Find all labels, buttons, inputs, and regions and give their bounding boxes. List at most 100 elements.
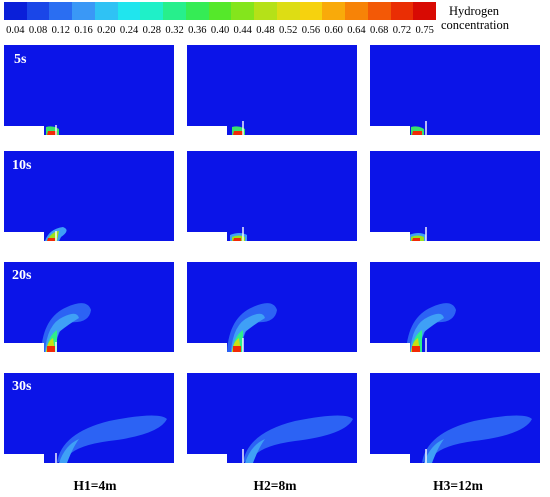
contour-plot bbox=[4, 45, 174, 135]
legend-swatch bbox=[140, 2, 164, 20]
simulation-panel bbox=[370, 151, 540, 241]
legend-swatch bbox=[26, 2, 50, 20]
ground-step bbox=[4, 454, 44, 463]
contour-plot bbox=[4, 373, 174, 463]
concentration-plume bbox=[47, 238, 55, 241]
concentration-plume bbox=[47, 346, 55, 352]
ground-step bbox=[370, 454, 410, 463]
simulation-panel bbox=[370, 45, 540, 135]
legend-title-line2: concentration bbox=[441, 18, 510, 32]
concentration-plume bbox=[412, 238, 420, 241]
legend-tick-label: 0.36 bbox=[188, 25, 207, 36]
ground-step bbox=[187, 343, 227, 352]
simulation-panel bbox=[4, 373, 174, 463]
simulation-panel bbox=[370, 262, 540, 352]
legend-swatch bbox=[367, 2, 392, 20]
legend-tick-label: 0.20 bbox=[97, 25, 116, 36]
legend-tick-label: 0.12 bbox=[51, 25, 71, 36]
legend-tick-label: 0.24 bbox=[119, 25, 139, 36]
legend-tick-label: 0.08 bbox=[28, 25, 48, 36]
legend-tick-label: 0.16 bbox=[74, 25, 93, 36]
contour-plot bbox=[187, 373, 357, 463]
domain-background bbox=[370, 151, 540, 241]
concentration-plume bbox=[233, 346, 241, 352]
contour-plot bbox=[370, 373, 540, 463]
domain-background bbox=[4, 151, 174, 241]
domain-background bbox=[4, 45, 174, 135]
ground-step bbox=[370, 343, 410, 352]
legend-swatch bbox=[163, 2, 187, 20]
domain-background bbox=[187, 151, 357, 241]
concentration-plume bbox=[245, 439, 265, 463]
concentration-plume bbox=[243, 415, 353, 463]
legend-tick-label: 0.72 bbox=[392, 25, 412, 36]
contour-plot bbox=[4, 151, 174, 241]
ground-step bbox=[4, 126, 44, 135]
time-label: 20s bbox=[12, 268, 32, 283]
domain-background bbox=[370, 45, 540, 135]
contour-plot bbox=[370, 151, 540, 241]
ground-step bbox=[187, 126, 227, 135]
concentration-plume bbox=[424, 439, 444, 463]
concentration-plume bbox=[57, 415, 167, 463]
simulation-panel bbox=[187, 373, 357, 463]
simulation-panel bbox=[187, 45, 357, 135]
contour-plot bbox=[187, 151, 357, 241]
contour-plot bbox=[187, 45, 357, 135]
legend-tick-label: 0.44 bbox=[233, 25, 252, 36]
legend-swatch bbox=[345, 2, 369, 20]
legend-tick-label: 0.60 bbox=[324, 25, 343, 36]
simulation-panel bbox=[187, 151, 357, 241]
legend-swatch bbox=[185, 2, 210, 20]
legend-tick-label: 0.32 bbox=[165, 25, 184, 36]
contour-plot bbox=[187, 262, 357, 352]
concentration-plume bbox=[422, 415, 532, 463]
legend-swatch bbox=[413, 2, 437, 20]
simulation-panel bbox=[370, 373, 540, 463]
simulation-panel bbox=[4, 151, 174, 241]
contour-plot bbox=[370, 45, 540, 135]
ground-step bbox=[4, 232, 44, 241]
ground-step bbox=[4, 343, 44, 352]
legend-tick-label: 0.04 bbox=[6, 25, 25, 36]
concentration-plume bbox=[233, 131, 243, 135]
legend-swatch bbox=[117, 2, 141, 20]
legend-swatch bbox=[49, 2, 73, 20]
contour-plot bbox=[4, 262, 174, 352]
legend-tick-label: 0.75 bbox=[415, 25, 434, 36]
ground-step bbox=[370, 126, 410, 135]
legend-tick-label: 0.68 bbox=[369, 25, 389, 36]
concentration-plume bbox=[47, 131, 57, 135]
time-label: 30s bbox=[12, 379, 32, 394]
legend-swatch bbox=[94, 2, 119, 20]
legend-tick-label: 0.56 bbox=[301, 25, 321, 36]
legend-swatch bbox=[299, 2, 323, 20]
concentration-plume bbox=[233, 238, 241, 241]
legend-tick-label: 0.48 bbox=[256, 25, 275, 36]
concentration-plume bbox=[412, 346, 420, 352]
legend-swatch bbox=[276, 2, 301, 20]
concentration-plume bbox=[412, 131, 422, 135]
legend-swatch bbox=[4, 2, 28, 20]
legend-title-line1: Hydrogen bbox=[449, 4, 499, 18]
simulation-panel bbox=[4, 45, 174, 135]
column-label-h3: H3=12m bbox=[433, 478, 483, 493]
legend-swatch bbox=[72, 2, 96, 20]
ground-step bbox=[187, 232, 227, 241]
time-label: 10s bbox=[12, 158, 32, 173]
contour-plot bbox=[370, 262, 540, 352]
ground-step bbox=[187, 454, 227, 463]
simulation-panel bbox=[187, 262, 357, 352]
time-label: 5s bbox=[14, 52, 27, 67]
domain-background bbox=[187, 45, 357, 135]
simulation-panel bbox=[4, 262, 174, 352]
legend-tick-label: 0.40 bbox=[210, 25, 230, 36]
legend-swatch bbox=[322, 2, 346, 20]
column-label-h2: H2=8m bbox=[253, 478, 297, 493]
legend-swatch bbox=[231, 2, 255, 20]
legend-swatch bbox=[390, 2, 414, 20]
legend-tick-label: 0.64 bbox=[347, 25, 366, 36]
legend-swatch bbox=[208, 2, 232, 20]
legend-swatch bbox=[254, 2, 278, 20]
legend-tick-label: 0.52 bbox=[279, 25, 298, 36]
